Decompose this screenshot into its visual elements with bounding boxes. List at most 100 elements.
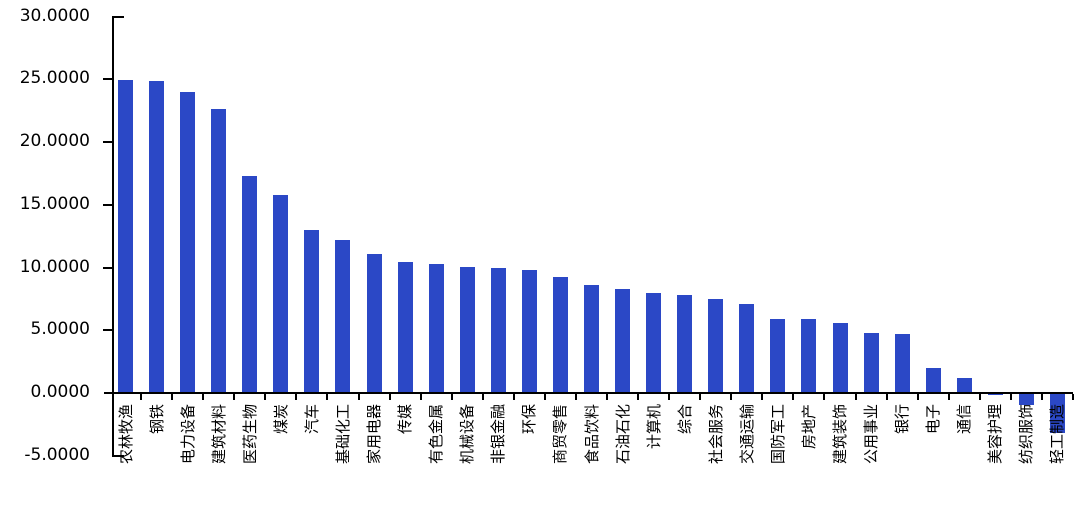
x-axis-tick [855,394,857,400]
y-axis-tick-label: 20.0000 [19,131,90,151]
x-axis-category-label: 纺织服饰 [1017,404,1035,465]
y-axis-bottom-cap [112,455,124,457]
x-axis-tick [140,394,142,400]
x-axis-category-label: 商贸零售 [551,404,569,465]
bar [242,176,257,392]
bar [801,319,816,392]
x-axis-tick [792,394,794,400]
x-axis-category-label: 钢铁 [148,404,166,435]
x-axis-line [104,392,1073,394]
x-axis-tick [1041,394,1043,400]
x-axis-tick [389,394,391,400]
x-axis-tick [668,394,670,400]
x-axis-tick [326,394,328,400]
bar [770,319,785,392]
x-axis-tick [233,394,235,400]
x-axis-tick [420,394,422,400]
x-axis-tick [513,394,515,400]
bar [833,323,848,392]
x-axis-tick [264,394,266,400]
x-axis-category-label: 农林牧渔 [117,404,135,465]
y-axis-tick [103,141,112,143]
x-axis-category-label: 轻工制造 [1048,404,1066,465]
bar [584,285,599,392]
x-axis-tick [482,394,484,400]
x-axis-category-label: 通信 [955,404,973,435]
x-axis-category-label: 计算机 [645,404,663,450]
y-axis-tick-label: 10.0000 [19,257,90,277]
bar [646,293,661,392]
x-axis-tick [637,394,639,400]
x-axis-category-label: 电子 [924,404,942,435]
bar [926,368,941,392]
bar [304,230,319,392]
x-axis-tick [606,394,608,400]
x-axis-tick [202,394,204,400]
x-axis-tick [761,394,763,400]
x-axis-category-label: 交通运输 [738,404,756,465]
x-axis-tick [1072,394,1074,400]
bar [273,195,288,392]
bar [211,109,226,392]
bar [367,254,382,392]
bar [708,299,723,392]
x-axis-category-label: 电力设备 [179,404,197,465]
x-axis-category-label: 传媒 [396,404,414,435]
x-axis-tick [823,394,825,400]
y-axis-tick-label: 25.0000 [19,68,90,88]
x-axis-category-label: 机械设备 [458,404,476,465]
bar [522,270,537,392]
x-axis-category-label: 有色金属 [427,404,445,465]
bar [988,394,1003,395]
y-axis-tick [103,78,112,80]
bar [460,267,475,392]
x-axis-tick [295,394,297,400]
x-axis-tick [730,394,732,400]
bar [895,334,910,392]
x-axis-tick [171,394,173,400]
x-axis-category-label: 公用事业 [862,404,880,465]
y-axis-tick [103,204,112,206]
x-axis-tick [358,394,360,400]
x-axis-tick [699,394,701,400]
bar [335,240,350,392]
bar [491,268,506,392]
x-axis-category-label: 基础化工 [334,404,352,465]
y-axis-tick-label: 30.0000 [19,6,90,26]
bar [615,289,630,392]
x-axis-category-label: 房地产 [800,404,818,450]
bar [1050,394,1065,433]
y-axis-tick-label: 5.0000 [30,319,90,339]
x-axis-category-label: 银行 [893,404,911,435]
x-axis-tick [979,394,981,400]
bar [864,333,879,392]
x-axis-tick [544,394,546,400]
y-axis-tick-label: 0.0000 [30,382,90,402]
x-axis-tick [948,394,950,400]
x-axis-category-label: 建筑装饰 [831,404,849,465]
y-axis-tick [103,329,112,331]
x-axis-tick [575,394,577,400]
x-axis-category-label: 石油石化 [614,404,632,465]
x-axis-category-label: 建筑材料 [210,404,228,465]
bar [739,304,754,392]
x-axis-tick [1010,394,1012,400]
x-axis-category-label: 汽车 [303,404,321,435]
x-axis-category-label: 国防军工 [769,404,787,465]
x-axis-category-label: 家用电器 [365,404,383,465]
x-axis-category-label: 综合 [676,404,694,435]
x-axis-category-label: 煤炭 [272,404,290,435]
y-axis-tick-label: -5.0000 [24,445,90,465]
x-axis-tick [451,394,453,400]
x-axis-category-label: 环保 [520,404,538,435]
x-axis-category-label: 医药生物 [241,404,259,465]
bar [1019,394,1034,405]
x-axis-tick [886,394,888,400]
x-axis-category-label: 美容护理 [986,404,1004,465]
bar [149,81,164,392]
bar [429,264,444,392]
bar [553,277,568,392]
bar [180,92,195,392]
y-axis-line [112,16,114,457]
bar [677,295,692,392]
